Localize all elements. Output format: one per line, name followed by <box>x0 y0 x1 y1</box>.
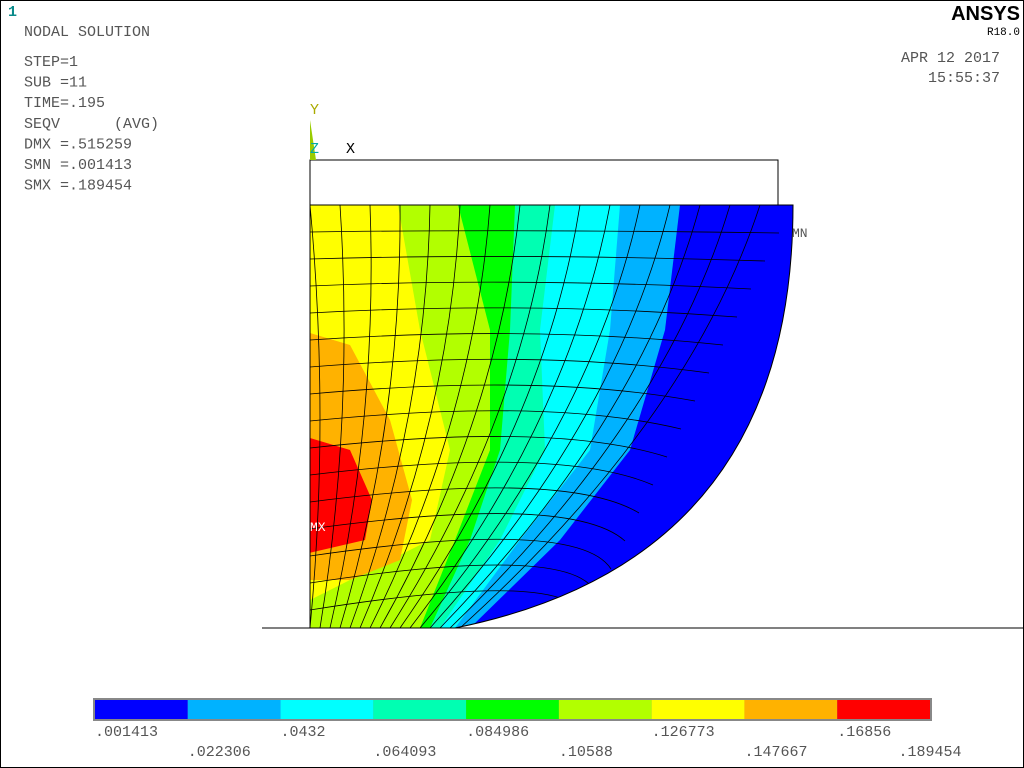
status-line: TIME=.195 <box>24 95 105 112</box>
legend: .001413 .022306 .0432 .064093 .084986 .10588.… <box>93 698 962 761</box>
legend-label: .16856 <box>837 724 891 741</box>
legend-label: .001413 <box>95 724 158 741</box>
time: 15:55:37 <box>928 70 1000 87</box>
mesh-line <box>389 205 551 628</box>
mesh-line <box>429 205 671 628</box>
mesh-line <box>310 333 724 346</box>
part-outline <box>309 204 794 629</box>
status-line: SUB =11 <box>24 75 87 92</box>
mesh-line <box>310 513 626 542</box>
mesh-line <box>310 461 654 486</box>
legend-swatch <box>837 700 930 719</box>
mesh-line <box>359 205 461 628</box>
mesh-line <box>310 307 738 318</box>
legend-label: .064093 <box>373 744 436 761</box>
mesh-line <box>310 205 321 628</box>
mesh-line <box>399 205 581 628</box>
status-line: SEQV (AVG) <box>24 116 159 133</box>
contour-plot <box>310 205 793 628</box>
legend-swatch <box>466 700 559 719</box>
mesh-line <box>310 410 682 430</box>
mesh-line <box>349 205 431 628</box>
mesh-line <box>339 205 401 628</box>
brand-name: ANSYS <box>951 3 1020 25</box>
mesh-line <box>409 205 611 628</box>
legend-label: .0432 <box>281 724 326 741</box>
max-marker: MX <box>310 520 326 535</box>
legend-swatch <box>744 700 838 719</box>
legend-swatch <box>95 700 188 719</box>
status-line: SMX =.189454 <box>24 178 132 195</box>
legend-label: .10588 <box>559 744 613 761</box>
mesh-line <box>459 205 761 628</box>
mesh-line <box>310 256 766 262</box>
legend-swatch <box>280 700 374 719</box>
mesh-line <box>310 358 710 374</box>
mesh-line <box>310 436 668 458</box>
contour-band <box>310 435 372 555</box>
legend-swatch <box>187 700 281 719</box>
mesh-line <box>379 205 521 628</box>
legend-label: .126773 <box>652 724 715 741</box>
legend-label: .084986 <box>466 724 529 741</box>
date: APR 12 2017 <box>901 50 1000 67</box>
axis-y: Y <box>310 102 319 119</box>
legend-label: .022306 <box>188 744 251 761</box>
mesh-line <box>310 384 696 402</box>
status-line: DMX =.515259 <box>24 136 132 153</box>
axis-z: Z <box>310 141 319 158</box>
mesh-line <box>310 487 640 514</box>
status-line: SMN =.001413 <box>24 157 132 174</box>
legend-swatch <box>558 700 652 719</box>
mesh-line <box>310 230 780 234</box>
solution-title: NODAL SOLUTION <box>24 24 150 41</box>
legend-label: .147667 <box>744 744 807 761</box>
brand-version: R18.0 <box>987 27 1020 39</box>
mesh-line <box>310 538 612 570</box>
mesh-line <box>310 281 752 290</box>
status-line: STEP=1 <box>24 54 78 71</box>
legend-label: .189454 <box>898 744 961 761</box>
window-number: 1 <box>8 4 17 21</box>
axis-x: X <box>346 141 355 158</box>
legend-swatch <box>373 700 467 719</box>
legend-swatch <box>651 700 745 719</box>
mesh-line <box>439 205 701 628</box>
min-marker: MN <box>792 226 808 241</box>
triad <box>310 120 316 160</box>
mesh-line <box>419 205 641 628</box>
mesh-line <box>329 205 372 628</box>
mesh-line <box>449 205 731 628</box>
